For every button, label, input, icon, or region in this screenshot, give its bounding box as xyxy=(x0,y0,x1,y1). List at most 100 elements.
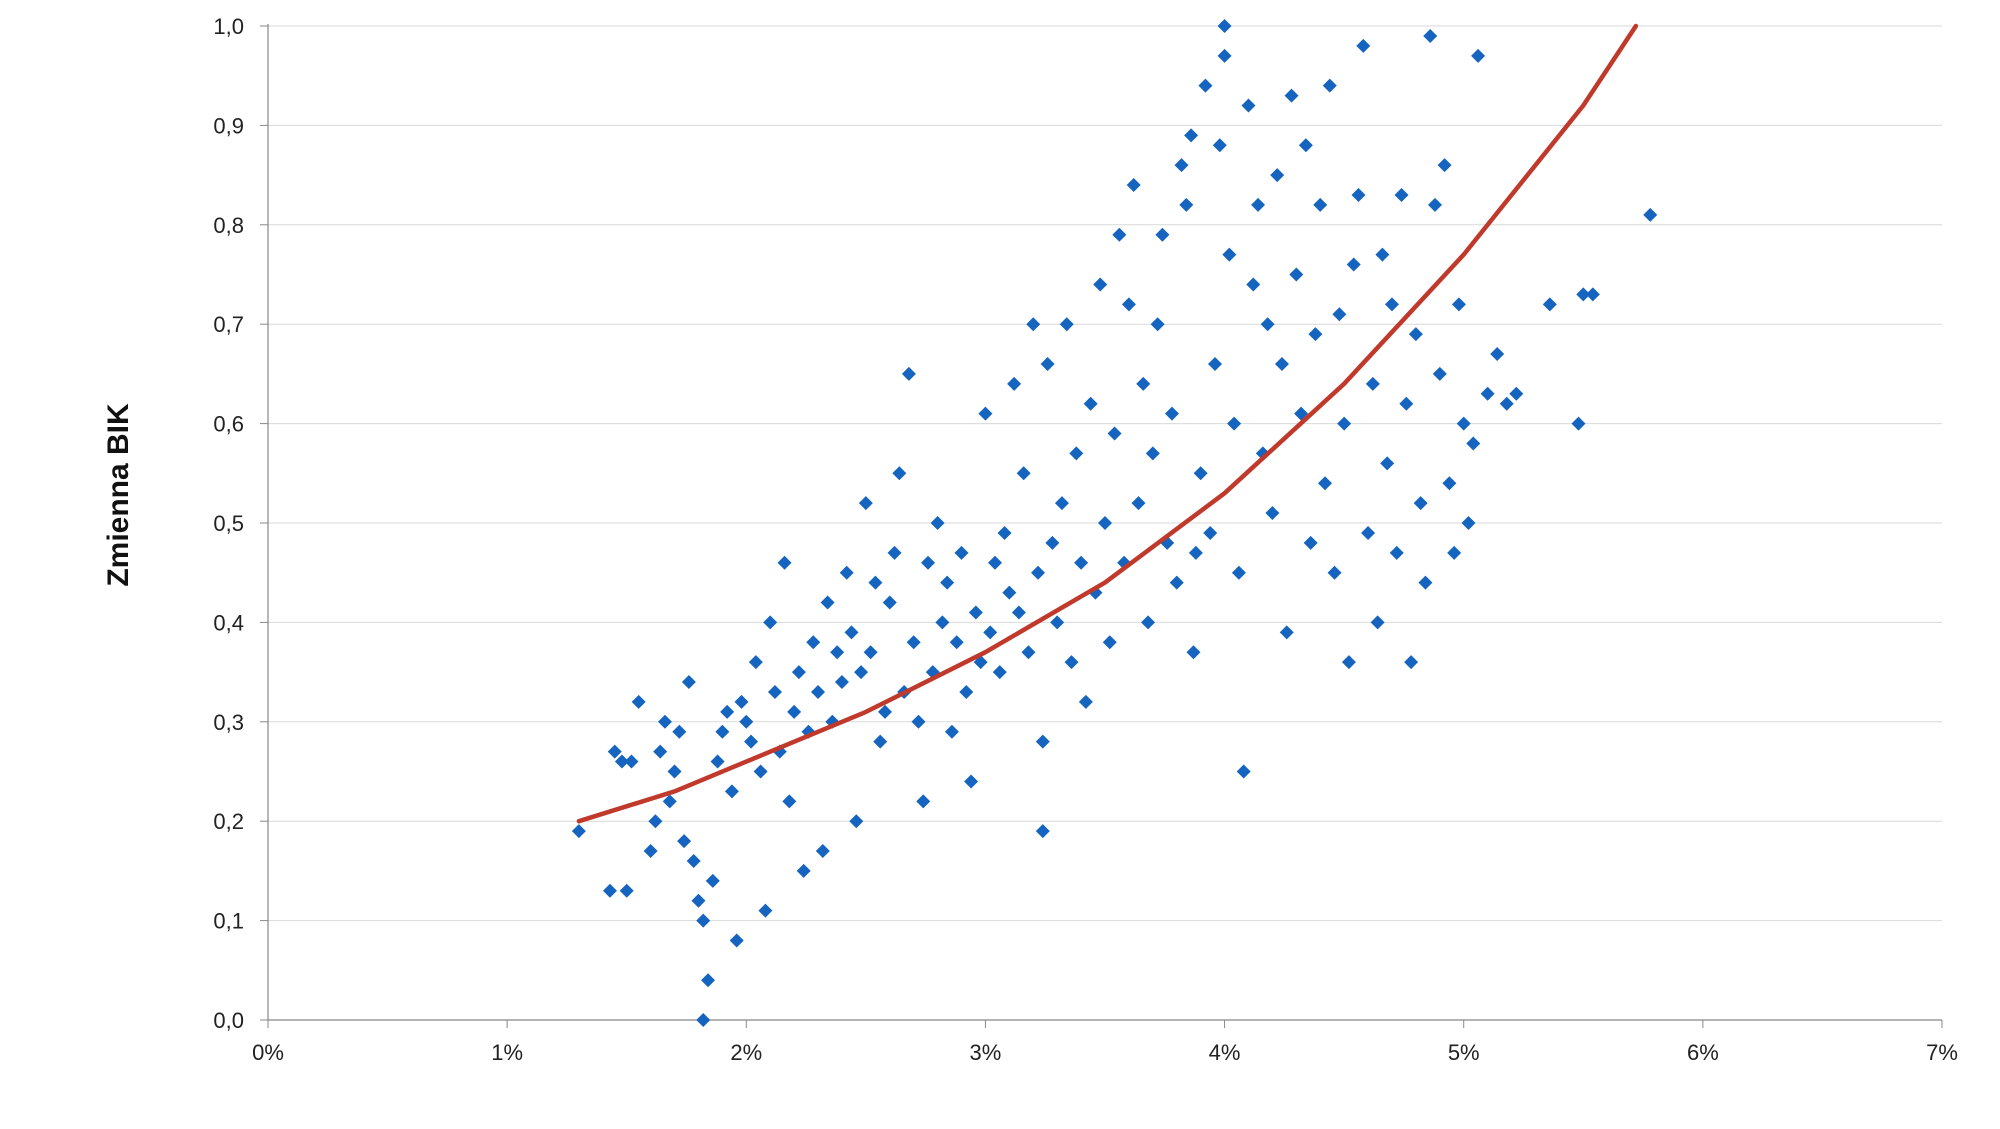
data-point xyxy=(729,933,744,948)
data-point xyxy=(763,615,778,630)
data-point xyxy=(796,863,811,878)
data-point xyxy=(1222,247,1237,262)
data-point xyxy=(930,516,945,530)
data-point xyxy=(1413,496,1428,511)
data-point xyxy=(739,714,754,729)
data-point xyxy=(1217,48,1232,63)
data-points xyxy=(571,19,1658,1027)
data-point xyxy=(787,704,802,719)
data-point xyxy=(1404,655,1419,670)
data-point xyxy=(1078,694,1093,709)
data-point xyxy=(1461,516,1476,530)
y-tick-label: 0,2 xyxy=(213,809,244,834)
data-point xyxy=(1131,496,1146,511)
data-point xyxy=(1490,347,1505,362)
data-point xyxy=(1576,287,1591,302)
data-point xyxy=(1031,565,1046,580)
data-point xyxy=(964,774,979,789)
data-point xyxy=(1102,635,1117,650)
data-point xyxy=(1394,187,1409,202)
data-point xyxy=(1351,187,1366,202)
data-point xyxy=(1327,565,1342,580)
data-point xyxy=(1375,247,1390,262)
data-point xyxy=(1303,535,1318,550)
data-point xyxy=(1107,426,1122,441)
data-point xyxy=(1298,138,1313,153)
data-point xyxy=(1260,317,1275,332)
x-tick-label: 3% xyxy=(970,1040,1002,1065)
data-point xyxy=(1332,307,1347,322)
data-point xyxy=(1643,207,1658,222)
x-tick-label: 1% xyxy=(491,1040,523,1065)
gridlines xyxy=(268,25,1942,922)
data-point xyxy=(643,844,658,859)
data-point xyxy=(1356,38,1371,53)
data-point xyxy=(1236,764,1251,779)
data-point xyxy=(653,744,668,759)
data-point xyxy=(624,754,639,769)
data-point xyxy=(1098,516,1112,530)
data-point xyxy=(992,665,1007,680)
data-point xyxy=(734,694,749,709)
data-point xyxy=(868,575,883,590)
data-point xyxy=(1198,78,1213,93)
data-point xyxy=(607,744,622,759)
data-point xyxy=(1121,297,1136,312)
data-point xyxy=(935,615,950,630)
data-point xyxy=(1466,436,1481,451)
y-tick-label: 0,0 xyxy=(213,1008,244,1033)
data-point xyxy=(667,764,682,779)
data-point xyxy=(854,665,869,680)
data-point xyxy=(1002,585,1017,600)
data-point xyxy=(571,824,586,839)
data-point xyxy=(1050,615,1065,630)
data-point xyxy=(1184,128,1199,143)
data-point xyxy=(954,545,969,560)
data-point xyxy=(1093,277,1108,292)
data-point xyxy=(1203,525,1218,540)
data-point xyxy=(1035,824,1050,839)
data-point xyxy=(677,834,692,849)
data-point xyxy=(1384,297,1399,312)
data-point xyxy=(681,675,696,690)
data-point xyxy=(1318,476,1333,491)
data-point xyxy=(1313,197,1328,212)
x-tick-label: 0% xyxy=(252,1040,284,1065)
x-tick-label: 6% xyxy=(1687,1040,1719,1065)
data-point xyxy=(1451,297,1466,312)
data-point xyxy=(791,665,806,680)
data-point xyxy=(1217,19,1232,33)
data-point xyxy=(1155,227,1170,242)
data-point xyxy=(748,655,763,670)
data-point xyxy=(968,605,983,620)
data-point xyxy=(858,496,873,511)
axes xyxy=(260,24,1943,1028)
data-point xyxy=(1112,227,1127,242)
data-point xyxy=(1136,376,1151,391)
data-point xyxy=(1227,416,1242,431)
data-point xyxy=(987,555,1002,570)
data-point xyxy=(1408,327,1423,342)
data-point xyxy=(1380,456,1395,471)
data-point xyxy=(1246,277,1261,292)
data-point xyxy=(887,545,902,560)
data-point xyxy=(1480,386,1495,401)
data-point xyxy=(1011,605,1026,620)
data-point xyxy=(1308,327,1323,342)
data-point xyxy=(1270,168,1285,183)
trendline xyxy=(576,23,1639,824)
data-point xyxy=(1274,356,1289,371)
data-point xyxy=(1145,446,1160,461)
data-point xyxy=(997,525,1012,540)
data-point xyxy=(940,575,955,590)
data-point xyxy=(744,734,759,749)
y-tick-label: 0,5 xyxy=(213,511,244,536)
data-point xyxy=(1289,267,1304,282)
data-point xyxy=(1456,416,1471,431)
y-tick-label: 0,3 xyxy=(213,710,244,735)
data-point xyxy=(782,794,797,809)
data-point xyxy=(701,973,716,988)
data-point xyxy=(657,714,672,729)
data-point xyxy=(1141,615,1156,630)
data-point xyxy=(619,883,634,898)
